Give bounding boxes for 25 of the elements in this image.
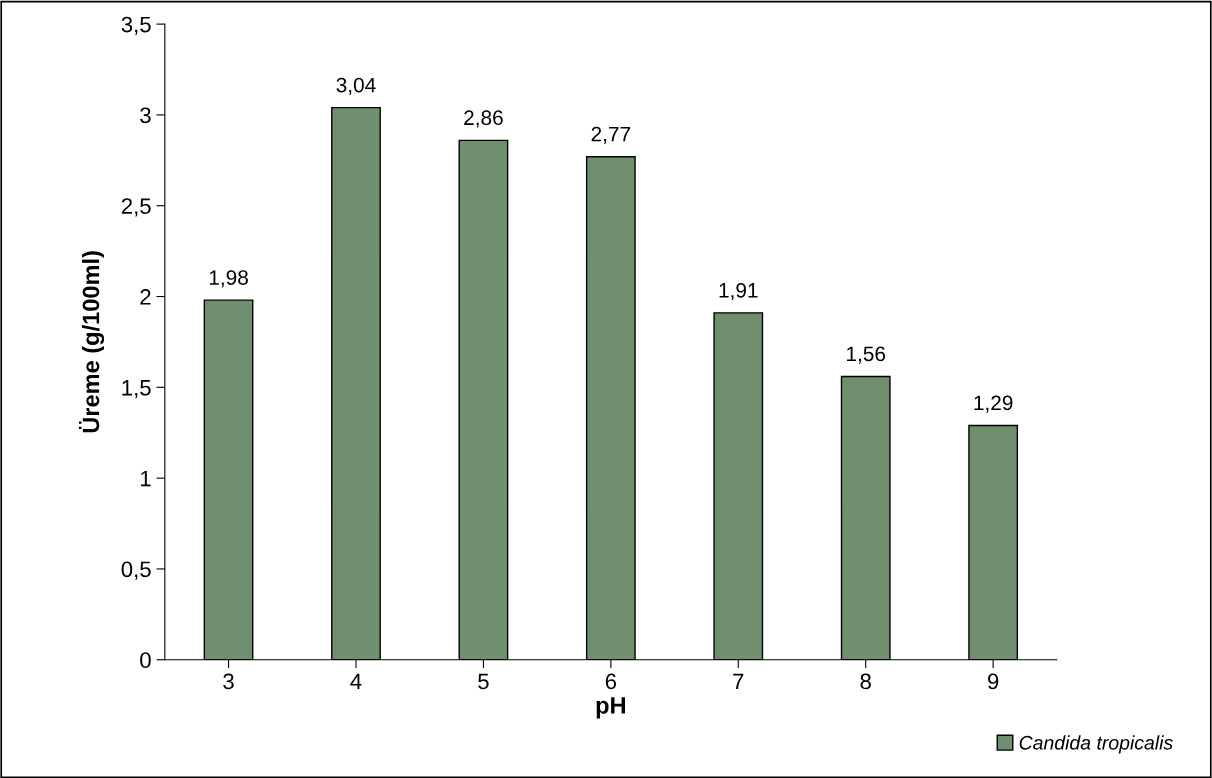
x-tick-label: 4: [350, 673, 362, 690]
x-axis-title: pH: [596, 697, 625, 719]
y-tick-label: 2: [140, 289, 151, 305]
data-label: 2,86: [464, 110, 503, 128]
x-tick-label: 7: [733, 673, 744, 690]
x-tick-label: 3: [223, 673, 234, 690]
x-tick-label: 6: [605, 673, 617, 690]
data-label: 1,29: [974, 395, 1013, 413]
data-label: 1,98: [209, 270, 248, 288]
y-tick-label: 3: [140, 107, 151, 124]
data-label: 3,04: [336, 77, 376, 95]
x-tick-label: 5: [478, 673, 489, 690]
data-label: 1,56: [847, 346, 886, 364]
y-tick-label: 2,5: [121, 198, 151, 217]
y-tick-label: 0,5: [121, 561, 151, 580]
y-axis-title: Üreme (g/100ml): [78, 251, 105, 433]
x-tick-label: 8: [860, 673, 871, 690]
data-label: 1,91: [719, 282, 758, 301]
legend-label: Candida tropicalis: [1019, 735, 1173, 754]
data-label: 2,77: [591, 126, 631, 144]
y-tick-label: 0: [140, 652, 151, 669]
y-tick-label: 3,5: [121, 16, 151, 36]
y-tick-label: 1: [140, 470, 151, 487]
y-tick-label: 1,5: [122, 380, 151, 399]
x-tick-label: 9: [988, 673, 999, 690]
